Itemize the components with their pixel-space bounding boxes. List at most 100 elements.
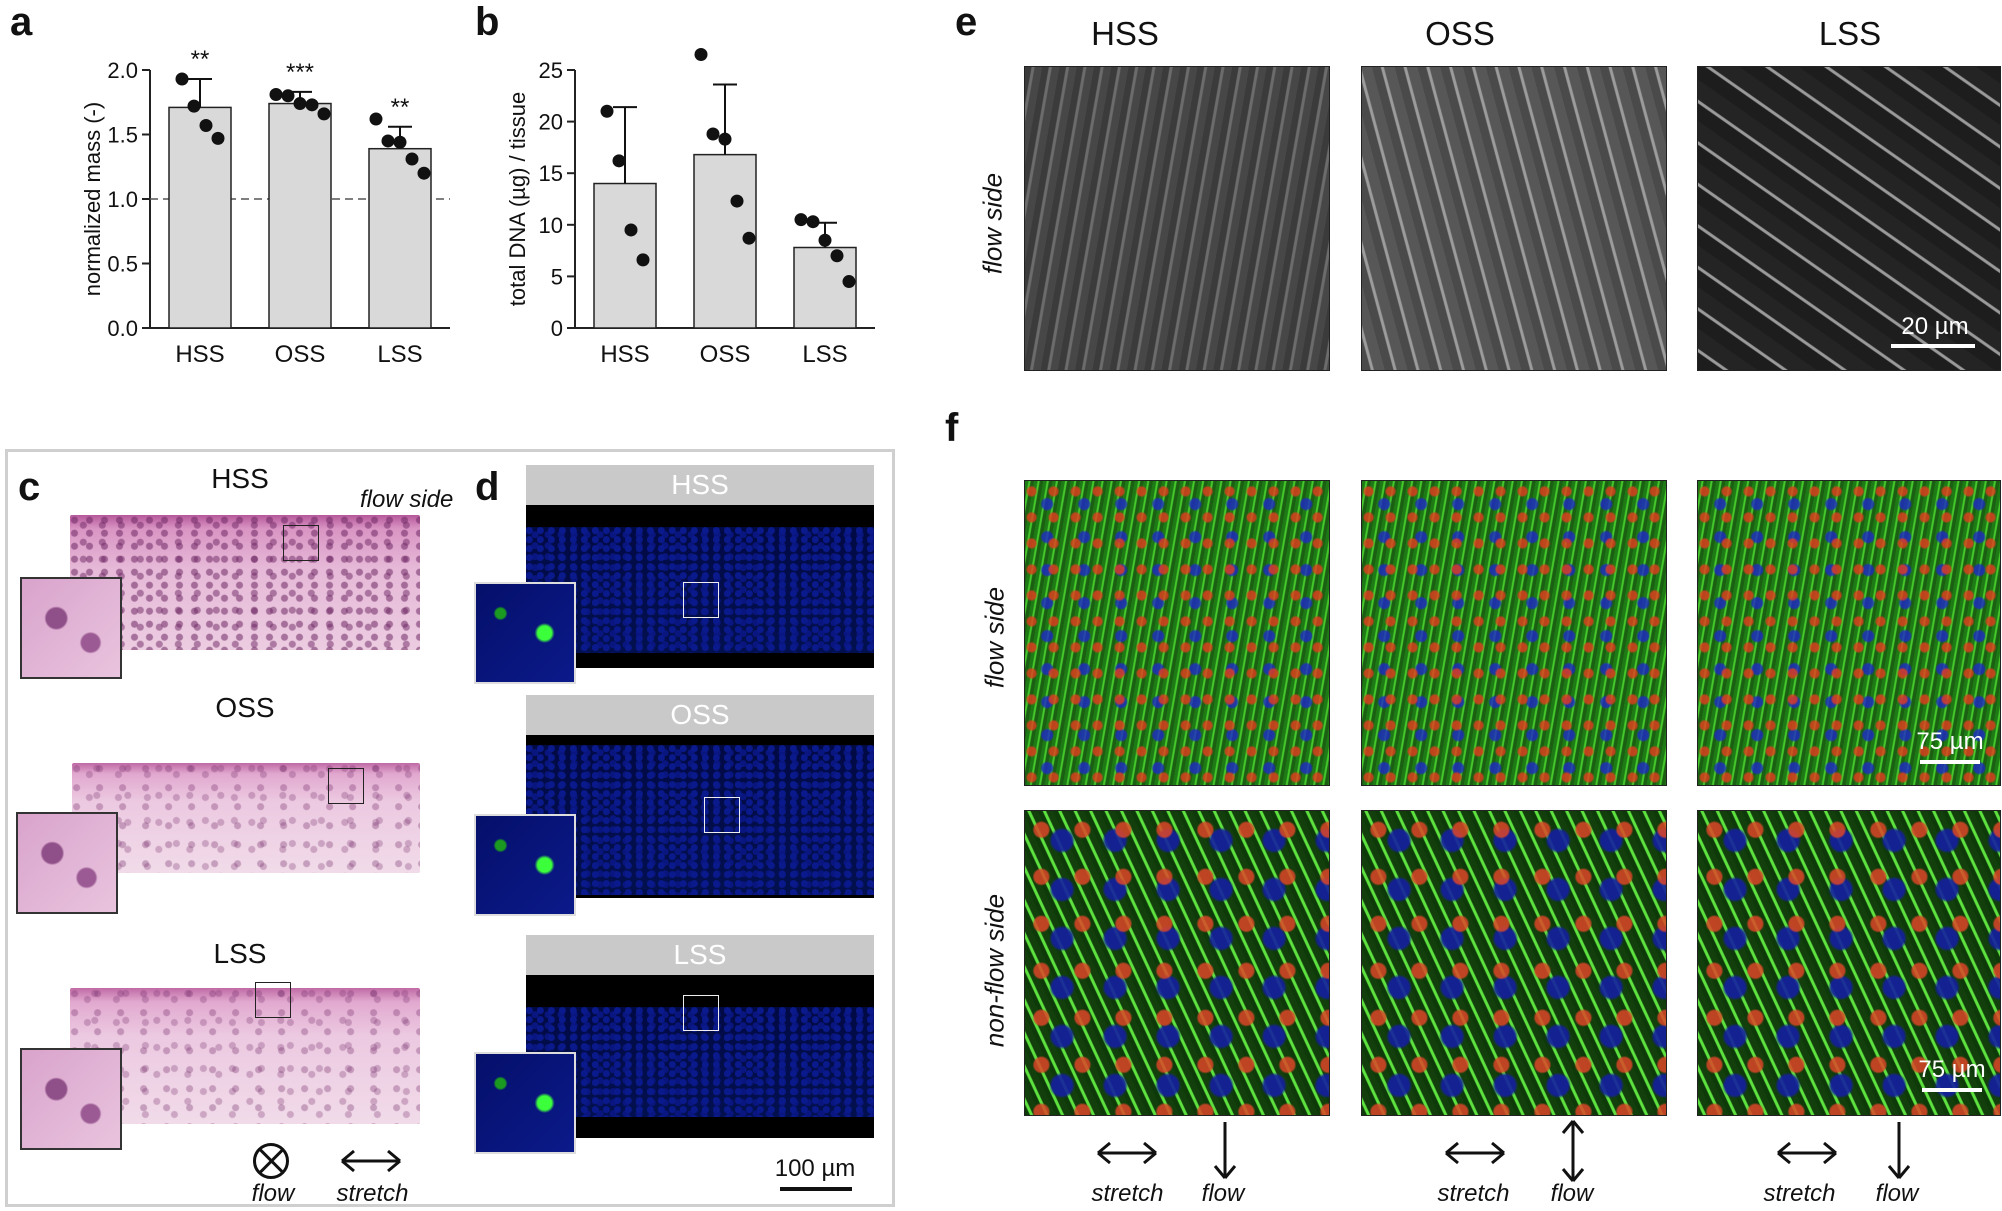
c-flow-into-page-icon [253,1143,289,1179]
e-sem-image-oss [1361,66,1667,371]
chart-b-total-dna: 0 5 10 15 20 25 total DNA (µg) / tissue HSS OSS L… [505,48,875,368]
f-row-label-flow-side: flow side [979,586,1010,689]
d-fluo-image-hss [526,505,874,668]
panel-cd-frame [5,449,895,1207]
c-stretch-arrow-icon [341,1149,401,1173]
a-point [269,88,283,102]
f-stretch-label-lss: stretch [1763,1180,1836,1207]
f-row-label-non-flow-side: non-flow side [979,893,1010,1048]
f-stretch-arrow-icon-lss [1777,1141,1837,1165]
e-scalebar-label: 20 µm [1901,313,1969,340]
a-point [187,99,201,113]
b-ytick-label: 5 [551,264,563,289]
a-category-label: LSS [377,341,422,368]
c-he-image-oss [72,763,420,873]
e-row-label-flow-side: flow side [977,172,1008,275]
f-scalebar-bottom-label: 75 µm [1918,1056,1986,1083]
f-flow-label-lss: flow [1875,1180,1919,1207]
a-point [369,112,383,126]
c-he-image-hss [70,515,420,650]
a-significance: *** [286,59,314,86]
c-title-hss: HSS [211,463,269,494]
d-fluo-image-lss [526,975,874,1138]
d-roi-hss [683,582,719,618]
a-point [393,135,407,149]
a-ylabel: normalized mass (-) [80,102,105,296]
b-point [794,213,808,227]
a-category-label: HSS [175,341,224,368]
f-stretch-arrow-icon-oss [1445,1141,1505,1165]
a-category-label: OSS [275,341,326,368]
f-confocal-nonflow-lss [1697,810,2001,1116]
f-confocal-nonflow-hss [1024,810,1330,1116]
panel-letter-f: f [945,406,959,450]
f-confocal-flow-hss [1024,480,1330,786]
a-ytick-label: 1.5 [107,123,138,148]
b-point [818,233,832,247]
d-scalebar [780,1187,852,1191]
a-bar-oss [268,102,332,329]
c-inset-hss [20,577,122,679]
b-category-label: OSS [700,341,751,368]
c-title-lss: LSS [213,938,267,969]
e-col-title-oss: OSS [1425,15,1495,52]
a-point [381,134,395,148]
a-significance: ** [391,94,410,121]
b-point [600,104,614,118]
c-flow-label: flow [251,1180,295,1207]
b-category-label: LSS [802,341,847,368]
c-flow-side-label: flow side [360,486,454,513]
b-ytick-label: 20 [539,110,563,135]
b-point [636,253,650,267]
c-roi-oss [328,768,364,804]
a-ytick-label: 2.0 [107,58,138,83]
c-roi-lss [255,982,291,1018]
c-inset-oss [16,812,118,914]
panel-letter-c: c [18,465,41,509]
f-scalebar-top [1920,760,1980,764]
f-scalebar-bottom [1922,1088,1982,1092]
d-roi-lss [683,995,719,1031]
d-inset-hss [474,582,576,684]
b-ytick-label: 0 [551,316,563,341]
f-flow-label-oss: flow [1550,1180,1594,1207]
a-point [199,118,213,132]
a-point [305,98,319,112]
b-bar-lss [793,246,857,329]
f-stretch-label-oss: stretch [1437,1180,1510,1207]
f-flow-arrow-icon-oss [1561,1120,1585,1182]
c-roi-hss [283,525,319,561]
panel-letter-d: d [475,465,500,509]
b-point [694,48,708,62]
d-header-hss: HSS [526,465,874,505]
e-sem-image-hss [1024,66,1330,371]
d-inset-oss [474,814,576,916]
a-ytick-label: 0.5 [107,252,138,277]
d-header-oss: OSS [526,695,874,735]
b-category-label: HSS [600,341,649,368]
b-point [730,194,744,208]
c-he-image-lss [70,988,420,1124]
c-stretch-label: stretch [336,1180,409,1207]
f-confocal-flow-lss [1697,480,2001,786]
f-flow-label-hss: flow [1201,1180,1245,1207]
a-point [175,72,189,86]
f-flow-arrow-icon-hss [1213,1122,1237,1179]
b-point [806,215,820,229]
b-point [830,249,844,263]
a-ytick-label: 1.0 [107,187,138,212]
f-stretch-label-hss: stretch [1091,1180,1164,1207]
d-fluo-image-oss [526,735,874,898]
b-ytick-label: 25 [539,58,563,83]
panel-letter-e: e [955,0,978,44]
d-roi-oss [704,797,740,833]
b-point [842,275,856,289]
c-inset-lss [20,1048,122,1150]
b-point [612,154,626,168]
d-header-lss: LSS [526,935,874,975]
a-point [211,131,225,145]
panel-letter-a: a [10,0,33,44]
b-point [742,231,756,245]
e-scalebar [1891,344,1975,348]
